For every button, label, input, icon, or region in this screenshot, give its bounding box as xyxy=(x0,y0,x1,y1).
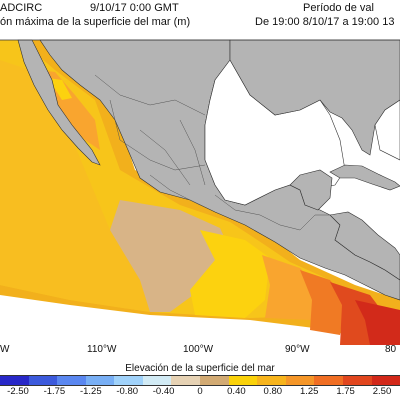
colorbar-tick-label: -0.40 xyxy=(152,386,175,397)
colorbar-ticks: -2.50 -1.75 -1.25 -0.80 -0.40 0 0.40 0.80 1.25 1.… xyxy=(0,386,400,400)
longitude-label-90: 90°W xyxy=(285,344,310,355)
header-period-range: De 19:00 8/10/17 a 19:00 13 xyxy=(255,16,395,28)
surge-band-dark-red xyxy=(355,300,400,345)
state-borders xyxy=(94,74,330,231)
colorbar-tick-label: 0.80 xyxy=(263,386,283,397)
header-datetime: 9/10/17 0:00 GMT xyxy=(90,2,179,14)
colorbar-tick-label: 2.50 xyxy=(372,386,392,397)
colorbar-segment xyxy=(285,376,315,385)
surge-domain xyxy=(0,40,400,345)
colorbar-segment xyxy=(171,376,201,385)
surge-band-gulf-head xyxy=(48,78,72,100)
colorbar-title: Elevación de la superficie del mar xyxy=(125,363,275,374)
longitude-label-110: 110°W xyxy=(87,344,117,355)
us-east-coast-water xyxy=(374,99,400,161)
surge-band-gulf-california xyxy=(40,70,100,150)
colorbar-segment xyxy=(257,376,286,385)
baja-california xyxy=(17,39,101,166)
colorbar-segment xyxy=(57,376,86,385)
header-period-label: Período de val xyxy=(303,2,374,14)
colorbar-tick-label: 1.25 xyxy=(299,386,319,397)
header-model-label: ADCIRC xyxy=(0,2,43,14)
colorbar-tick-label: 0 xyxy=(197,386,203,397)
colorbar-segment xyxy=(85,376,115,385)
colorbar xyxy=(0,375,400,386)
land-central-america xyxy=(329,211,400,281)
longitude-label-edge: W xyxy=(0,344,10,355)
colorbar-tick-label: -1.75 xyxy=(43,386,66,397)
colorbar-segment xyxy=(342,376,372,385)
header-subtitle: ón máxima de la superficie del mar (m) xyxy=(0,16,191,28)
colorbar-segment xyxy=(314,376,343,385)
colorbar-segment xyxy=(200,376,229,385)
land-cuba xyxy=(329,164,400,191)
land-yucatan xyxy=(289,169,333,211)
colorbar-tick-label: -0.80 xyxy=(116,386,139,397)
colorbar-segment xyxy=(28,376,58,385)
colorbar-segment xyxy=(142,376,172,385)
colorbar-segment xyxy=(228,376,258,385)
surge-map xyxy=(0,39,400,345)
longitude-label-80: 80 xyxy=(385,344,397,355)
colorbar-segment xyxy=(371,376,400,385)
surge-band-west xyxy=(0,60,150,312)
colorbar-segment xyxy=(0,376,29,385)
surge-band-yellow xyxy=(190,230,270,318)
colorbar-tick-label: -1.25 xyxy=(79,386,102,397)
colorbar-tick-label: -2.50 xyxy=(7,386,29,397)
colorbar-tick-label: 0.40 xyxy=(227,386,246,397)
colorbar-segment xyxy=(114,376,143,385)
longitude-label-100: 100°W xyxy=(183,344,214,355)
colorbar-tick-label: 1.75 xyxy=(336,386,355,397)
